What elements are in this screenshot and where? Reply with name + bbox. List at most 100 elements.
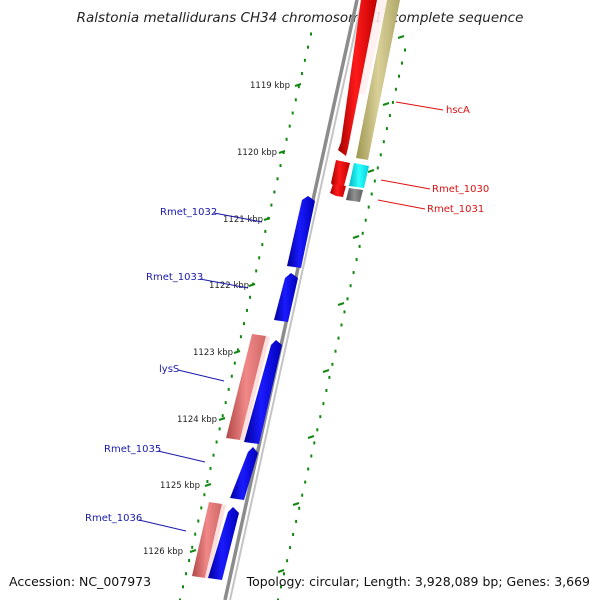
map-title: Ralstonia metallidurans CH34 chromosome …	[76, 10, 524, 26]
track-dot	[303, 58, 306, 62]
gene-rmet-1031-red[interactable]	[330, 184, 346, 197]
track-dot	[322, 402, 325, 406]
tick-label-1119: 1119 kbp	[250, 81, 290, 91]
gene-label-rmet-1036[interactable]: Rmet_1036	[85, 513, 142, 524]
track-dot	[277, 598, 279, 600]
gene-label-rmet-1033[interactable]: Rmet_1033	[146, 272, 203, 283]
track-dot	[273, 190, 276, 194]
track-dot	[261, 243, 264, 247]
gene-lysS[interactable]	[244, 340, 282, 444]
track-dot	[310, 32, 312, 36]
track-dot	[376, 166, 379, 170]
track-dot	[394, 87, 397, 91]
gene-rmet-1030-cyan[interactable]	[349, 163, 369, 188]
gene-label-lysS[interactable]: lysS	[159, 364, 179, 375]
track-dot	[300, 72, 303, 75]
track-dot	[218, 427, 221, 431]
gene-label-hscA[interactable]: hscA	[446, 105, 470, 116]
track-dot	[179, 598, 181, 600]
track-dot	[286, 559, 289, 563]
gene-label-rmet-1031[interactable]: Rmet_1031	[427, 204, 484, 215]
track-dot	[224, 401, 227, 405]
track-dot	[285, 137, 288, 141]
track-dot	[398, 74, 400, 78]
track-dot	[288, 124, 291, 128]
track-dot	[258, 256, 261, 260]
leader-rmet-1030	[380, 179, 431, 190]
track-dot	[188, 559, 191, 562]
tick-marks	[189, 35, 405, 573]
gene-rmet-1036-rna[interactable]	[192, 502, 226, 579]
track-dot	[182, 585, 184, 589]
track-dot	[364, 218, 367, 222]
track-dot	[295, 519, 298, 523]
track-dot	[221, 414, 224, 418]
track-dot	[276, 177, 279, 181]
tick-label-1121: 1121 kbp	[223, 215, 263, 225]
track-dot	[270, 203, 273, 207]
track-dot	[343, 310, 346, 314]
track-dot	[391, 100, 394, 104]
leader-rmet-1033	[199, 278, 249, 289]
gene-rmet-1030-red[interactable]	[331, 160, 350, 192]
gene-rmet-1036[interactable]	[208, 507, 239, 580]
topology-text: Topology: circular; Length: 3,928,089 bp…	[246, 574, 590, 589]
track-dot	[334, 349, 337, 353]
track-dot	[185, 572, 188, 576]
track-dot	[373, 179, 376, 183]
track-dot	[388, 114, 391, 117]
tick-label-1120: 1120 kbp	[237, 148, 277, 158]
track-dot	[292, 533, 295, 536]
track-dot	[401, 61, 403, 65]
track-dot	[352, 271, 355, 275]
track-dot	[298, 506, 301, 510]
track-dot	[227, 387, 230, 391]
track-dot	[319, 415, 322, 419]
track-dot	[307, 45, 309, 49]
track-dot	[209, 466, 212, 470]
track-dot	[385, 127, 388, 131]
gene-label-rmet-1032[interactable]: Rmet_1032	[160, 207, 217, 218]
track-dot	[230, 374, 233, 378]
track-dot	[328, 375, 331, 379]
track-dot	[215, 440, 218, 444]
track-dot	[236, 348, 239, 352]
gene-lysS-rna[interactable]	[226, 334, 270, 441]
track-dot	[203, 493, 206, 497]
leader-lysS	[177, 369, 225, 382]
gene-rmet-1035[interactable]	[230, 447, 258, 500]
track-dot	[404, 48, 406, 52]
track-dot	[307, 467, 310, 471]
dotted-track-right	[277, 48, 406, 600]
track-dot	[280, 585, 282, 589]
tick-label-1125: 1125 kbp	[160, 481, 200, 491]
track-dot	[325, 389, 328, 392]
leader-rmet-1036	[138, 519, 187, 532]
track-dot	[200, 506, 203, 510]
accession-text: Accession: NC_007973	[9, 574, 152, 589]
track-dot	[294, 98, 297, 102]
gene-label-rmet-1030[interactable]: Rmet_1030	[432, 184, 489, 195]
gene-hscA[interactable]	[338, 0, 377, 156]
tick-label-1122: 1122 kbp	[209, 281, 249, 291]
backbone-line-inner	[229, 0, 363, 600]
track-dot	[297, 85, 300, 89]
gene-rmet-1031-gray[interactable]	[346, 188, 363, 202]
track-dot	[194, 532, 197, 536]
track-dot	[304, 480, 307, 484]
track-dot	[316, 428, 319, 432]
gene-rmet-1032[interactable]	[287, 196, 315, 268]
track-dot	[243, 322, 245, 326]
tick-label-1123: 1123 kbp	[193, 348, 233, 358]
track-dot	[337, 336, 340, 340]
gene-label-rmet-1035[interactable]: Rmet_1035	[104, 444, 161, 455]
gene-rmet-1033[interactable]	[274, 273, 298, 322]
leader-rmet-1031	[377, 199, 426, 210]
track-dot	[255, 269, 258, 273]
track-dot	[313, 441, 316, 445]
track-dot	[289, 546, 292, 550]
track-dot	[233, 361, 236, 365]
track-dot	[191, 545, 194, 549]
track-dot	[367, 205, 370, 209]
tick-label-1124: 1124 kbp	[177, 415, 217, 425]
